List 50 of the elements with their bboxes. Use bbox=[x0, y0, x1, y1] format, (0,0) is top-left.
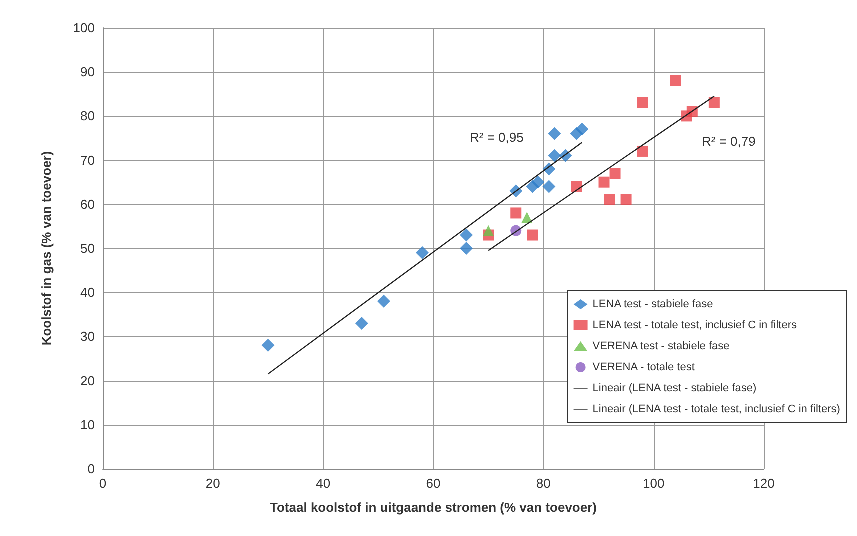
legend-label: Lineair (LENA test - totale test, inclusief C in filters) bbox=[592, 404, 840, 416]
y-tick-label: 30 bbox=[80, 329, 95, 344]
point bbox=[548, 127, 562, 140]
x-tick-label: 20 bbox=[206, 476, 220, 491]
annotation: R² = 0,79 bbox=[702, 134, 756, 149]
x-tick-label: 120 bbox=[753, 476, 775, 491]
point bbox=[637, 97, 648, 108]
legend-label: VERENA - totale test bbox=[592, 362, 695, 374]
x-axis-title: Totaal koolstof in uitgaande stromen (% van toevoer) bbox=[270, 500, 597, 515]
y-tick-label: 80 bbox=[80, 108, 95, 124]
y-tick-label: 0 bbox=[88, 462, 95, 476]
point bbox=[620, 194, 632, 206]
point bbox=[355, 316, 368, 330]
point bbox=[510, 208, 522, 219]
y-tick-label: 70 bbox=[80, 152, 95, 168]
y-axis-title: Koolstof in gas (% van toevoer) bbox=[39, 151, 54, 346]
legend-label: LENA test - totale test, inclusief C in filters bbox=[592, 320, 798, 332]
point bbox=[548, 149, 562, 162]
point bbox=[377, 294, 390, 308]
y-tick-label: 100 bbox=[73, 20, 95, 36]
x-tick-label: 60 bbox=[426, 476, 441, 491]
point bbox=[576, 122, 589, 136]
x-tick-label: 80 bbox=[536, 476, 551, 491]
point bbox=[460, 242, 474, 255]
point bbox=[637, 146, 648, 157]
x-tick-label: 0 bbox=[99, 476, 107, 491]
y-tick-label: 40 bbox=[80, 285, 95, 300]
point bbox=[598, 176, 610, 188]
point bbox=[532, 176, 545, 189]
legend-label: LENA test - stabiele fase bbox=[592, 298, 714, 310]
point bbox=[527, 230, 538, 241]
point bbox=[670, 75, 682, 86]
y-tick-label: 90 bbox=[80, 64, 95, 80]
x-tick-label: 40 bbox=[316, 476, 331, 491]
point bbox=[542, 180, 556, 194]
y-tick-label: 50 bbox=[80, 241, 95, 256]
annotation: R² = 0,95 bbox=[470, 130, 524, 145]
x-tick-label: 100 bbox=[642, 476, 665, 491]
legend-label: VERENA test - stabiele fase bbox=[592, 340, 730, 352]
point bbox=[708, 97, 720, 108]
point bbox=[483, 225, 494, 236]
y-tick-label: 20 bbox=[80, 373, 95, 388]
legend-label: Lineair (LENA test - stabiele fase) bbox=[592, 382, 757, 394]
point bbox=[610, 168, 621, 180]
y-tick-label: 10 bbox=[80, 417, 95, 432]
point bbox=[262, 339, 275, 352]
point bbox=[416, 246, 429, 260]
point bbox=[460, 228, 474, 242]
y-tick-label: 60 bbox=[80, 196, 95, 212]
point bbox=[604, 194, 616, 206]
